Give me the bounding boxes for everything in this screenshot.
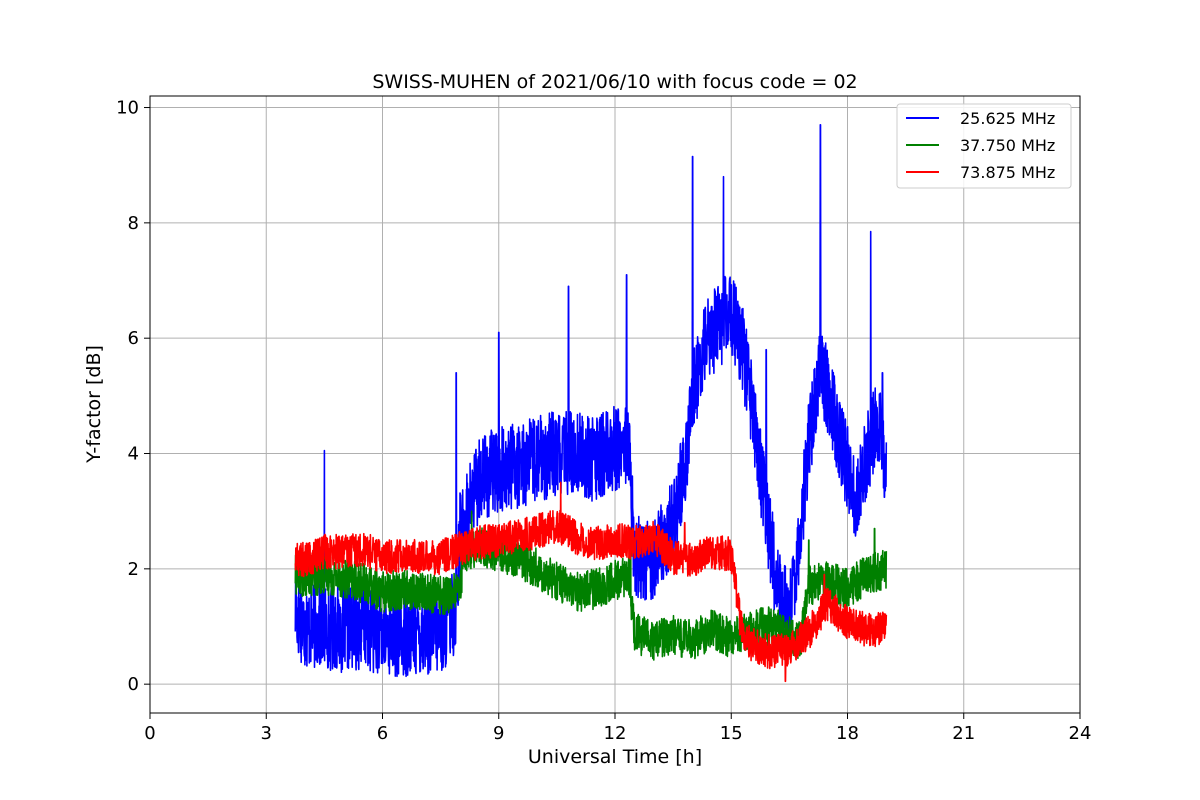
- series-layer: [294, 124, 888, 683]
- x-tick-label: 15: [720, 723, 743, 744]
- grid-layer: [149, 96, 1081, 713]
- x-tick-label: 9: [493, 723, 504, 744]
- y-axis-title: Y-factor [dB]: [83, 345, 105, 464]
- series-line-73-875-mhz: [294, 481, 888, 683]
- y-tick-label: 10: [116, 98, 139, 119]
- series-line-37-750-mhz: [294, 510, 888, 661]
- legend-label: 37.750 MHz: [960, 136, 1055, 155]
- x-tick-label: 24: [1069, 723, 1092, 744]
- y-tick-label: 6: [128, 328, 139, 349]
- legend: 25.625 MHz 37.750 MHz 73.875 MHz: [896, 103, 1072, 189]
- x-tick-label: 21: [952, 723, 975, 744]
- legend-label: 73.875 MHz: [960, 163, 1055, 182]
- x-tick-label: 3: [261, 723, 272, 744]
- x-axis-title: Universal Time [h]: [528, 746, 702, 768]
- legend-label: 25.625 MHz: [960, 109, 1055, 128]
- chart-title: SWISS-MUHEN of 2021/06/10 with focus cod…: [372, 71, 857, 93]
- x-tick-label: 0: [144, 723, 155, 744]
- y-tick-label: 2: [128, 559, 139, 580]
- legend-box: [896, 103, 1072, 189]
- x-tick-label: 12: [604, 723, 627, 744]
- x-tick-label: 18: [836, 723, 859, 744]
- y-tick-label: 8: [128, 213, 139, 234]
- y-tick-label: 4: [128, 444, 139, 465]
- y-tick-label: 0: [128, 674, 139, 695]
- x-tick-label: 6: [377, 723, 388, 744]
